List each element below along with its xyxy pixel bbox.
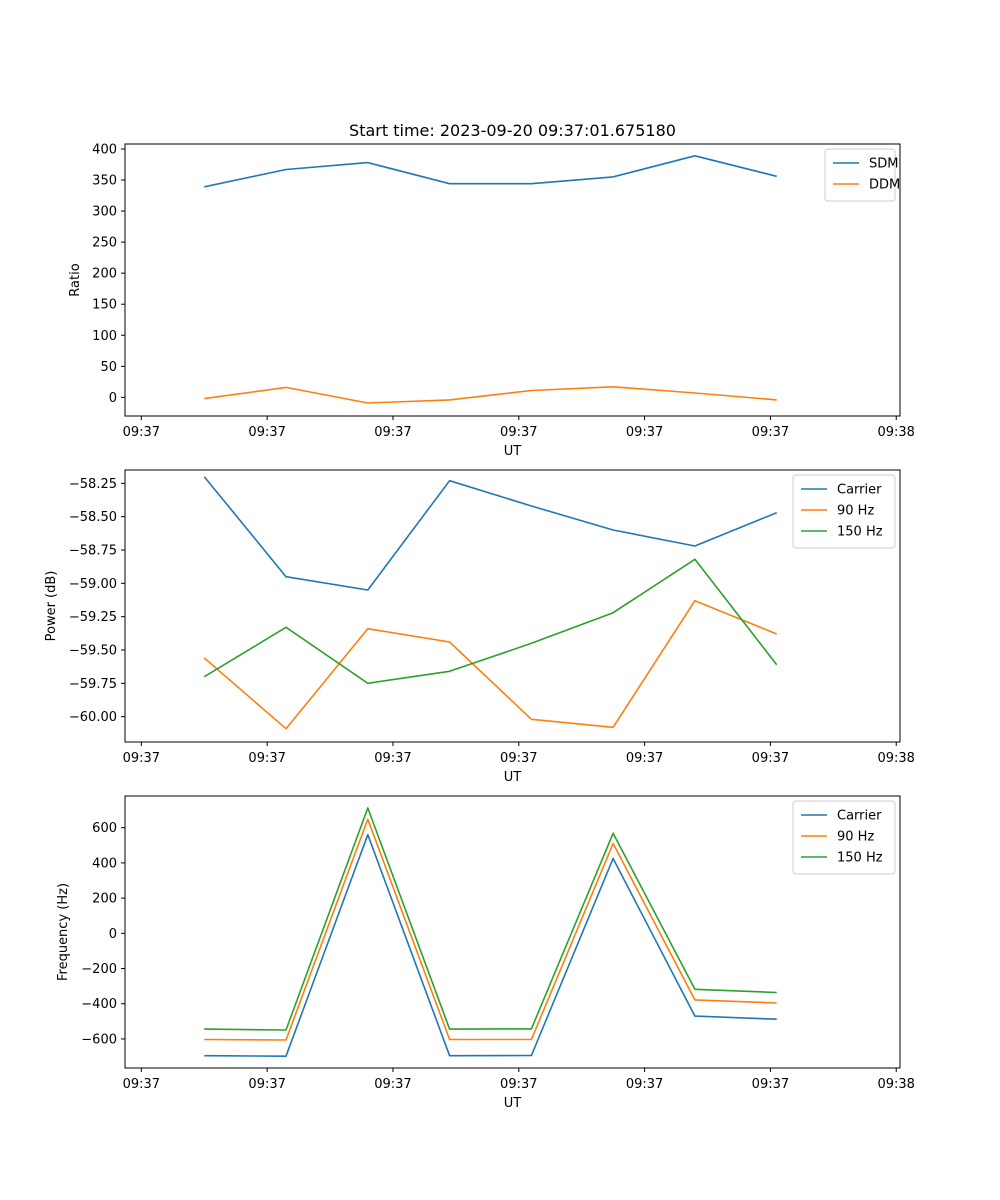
- y-tick-label: 400: [92, 142, 117, 157]
- x-tick-label: 09:37: [752, 1077, 789, 1092]
- x-axis-label: UT: [504, 1096, 522, 1111]
- legend: Carrier 90 Hz 150 Hz: [792, 474, 896, 549]
- series-line-150-hz: [204, 807, 777, 1031]
- chart-ratio: Start time: 2023-09-20 09:37:01.675180 U…: [68, 121, 915, 459]
- x-tick-label: 09:37: [500, 1077, 537, 1092]
- y-tick-label: 0: [109, 927, 117, 942]
- chart-power: UT Power (dB) 09:37 09:37 09:37 09:37 09:37 0…: [44, 469, 915, 785]
- y-tick-label: −60.00: [69, 710, 117, 725]
- plot-frame: [124, 469, 901, 743]
- y-tick-label: −59.50: [69, 644, 117, 659]
- series-line-carrier: [204, 833, 777, 1057]
- series-line-150-hz: [203, 558, 778, 685]
- legend-label: Carrier: [837, 483, 882, 498]
- x-tick-label: 09:37: [752, 751, 789, 766]
- y-tick-label: −58.75: [69, 544, 117, 559]
- y-axis-label: Frequency (Hz): [56, 883, 71, 981]
- x-tick-label: 09:37: [500, 751, 537, 766]
- legend: SDM DDM: [824, 148, 900, 202]
- x-tick-label: 09:37: [248, 1077, 285, 1092]
- y-tick-label: −59.25: [69, 610, 117, 625]
- y-tick-label: −600: [81, 1032, 117, 1047]
- y-tick-label: −400: [81, 997, 117, 1012]
- y-tick-label: 0: [109, 391, 117, 406]
- x-tick-label: 09:37: [500, 425, 537, 440]
- y-tick-label: 400: [92, 856, 117, 871]
- x-tick-label: 09:38: [877, 1077, 914, 1092]
- x-tick-label: 09:37: [374, 425, 411, 440]
- plot-frame: [124, 795, 901, 1069]
- y-tick-label: 200: [92, 892, 117, 907]
- x-axis-label: UT: [504, 444, 522, 459]
- x-tick-label: 09:37: [123, 751, 160, 766]
- x-axis-label: UT: [504, 770, 522, 785]
- y-tick-label: 300: [92, 205, 117, 220]
- y-tick-label: 250: [92, 236, 117, 251]
- y-tick-label: −59.75: [69, 677, 117, 692]
- x-tick-label: 09:37: [248, 751, 285, 766]
- y-tick-label: 600: [92, 821, 117, 836]
- legend-label: 150 Hz: [837, 525, 883, 540]
- x-tick-label: 09:37: [374, 1077, 411, 1092]
- legend: Carrier 90 Hz 150 Hz: [792, 800, 896, 875]
- series-line-90-hz: [204, 818, 777, 1041]
- y-tick-label: 50: [100, 360, 117, 375]
- chart-title: Start time: 2023-09-20 09:37:01.675180: [349, 121, 676, 140]
- y-tick-label: −200: [81, 962, 117, 977]
- y-axis-label: Power (dB): [44, 571, 59, 642]
- x-tick-label: 09:37: [374, 751, 411, 766]
- legend-label: 90 Hz: [837, 830, 874, 845]
- x-tick-label: 09:37: [626, 1077, 663, 1092]
- legend-label: 150 Hz: [837, 851, 883, 866]
- y-tick-label: −58.25: [69, 477, 117, 492]
- y-tick-label: −59.00: [69, 577, 117, 592]
- legend-label: Carrier: [837, 809, 882, 824]
- y-tick-label: 100: [92, 329, 117, 344]
- y-tick-label: 350: [92, 174, 117, 189]
- legend-box: [792, 474, 896, 549]
- series-line-90-hz: [203, 599, 778, 730]
- x-tick-label: 09:37: [626, 425, 663, 440]
- series-line-carrier: [203, 476, 778, 591]
- y-tick-label: −58.50: [69, 510, 117, 525]
- series-line-ddm: [204, 385, 777, 404]
- chart-frequency: UT Frequency (Hz) 09:37 09:37 09:37 09:37 09…: [56, 795, 915, 1111]
- x-tick-label: 09:37: [123, 1077, 160, 1092]
- y-tick-label: 150: [92, 298, 117, 313]
- x-tick-label: 09:38: [877, 425, 914, 440]
- legend-label: DDM: [869, 178, 900, 193]
- legend-box: [824, 148, 896, 202]
- x-tick-label: 09:37: [752, 425, 789, 440]
- legend-label: 90 Hz: [837, 504, 874, 519]
- plot-frame: [124, 143, 901, 417]
- series-line-sdm: [204, 155, 777, 188]
- x-tick-label: 09:38: [877, 751, 914, 766]
- y-tick-label: 200: [92, 267, 117, 282]
- x-tick-label: 09:37: [248, 425, 285, 440]
- legend-box: [792, 800, 896, 875]
- x-tick-label: 09:37: [626, 751, 663, 766]
- legend-label: SDM: [869, 157, 898, 172]
- x-tick-label: 09:37: [123, 425, 160, 440]
- y-axis-label: Ratio: [68, 263, 83, 296]
